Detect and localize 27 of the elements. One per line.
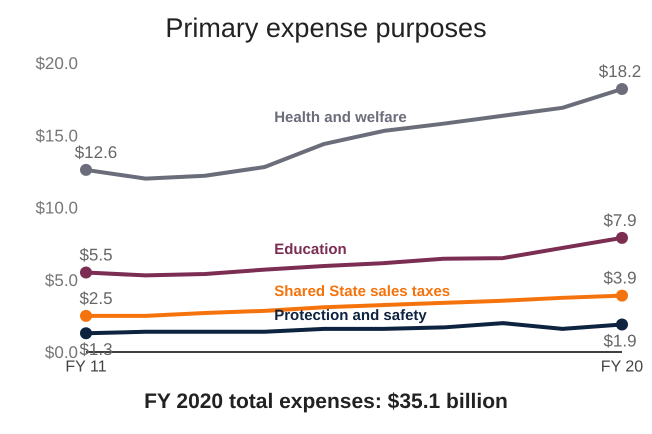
chart-title: Primary expense purposes <box>164 12 488 45</box>
point <box>616 290 628 302</box>
y-tick-label: $15.0 <box>35 126 78 146</box>
data-label: $2.5 <box>79 288 113 308</box>
series-label: Protection and safety <box>274 306 428 324</box>
data-label: $7.9 <box>603 210 637 230</box>
series-label: Shared State sales taxes <box>274 283 450 300</box>
point <box>616 83 628 96</box>
data-label: $1.9 <box>603 332 637 351</box>
point <box>616 318 628 331</box>
point <box>80 327 92 340</box>
x-tick-label: FY 20 <box>600 358 644 376</box>
data-label: $18.2 <box>598 62 642 82</box>
point <box>80 164 92 176</box>
point <box>80 266 92 279</box>
point <box>80 310 92 322</box>
x-axis-title: FY 2020 total expenses: $35.1 billion <box>143 390 509 414</box>
series-label: Education <box>274 241 347 258</box>
data-label: $5.5 <box>79 246 113 265</box>
y-tick-label: $20.0 <box>35 54 78 74</box>
y-tick-label: $10.0 <box>35 198 78 218</box>
point <box>616 232 628 244</box>
series-label: Health and welfare <box>274 108 407 126</box>
data-label: $12.6 <box>74 142 118 162</box>
x-tick-label: FY 11 <box>65 358 107 376</box>
y-tick-label: $5.0 <box>44 270 78 290</box>
data-label: $3.9 <box>603 268 637 288</box>
